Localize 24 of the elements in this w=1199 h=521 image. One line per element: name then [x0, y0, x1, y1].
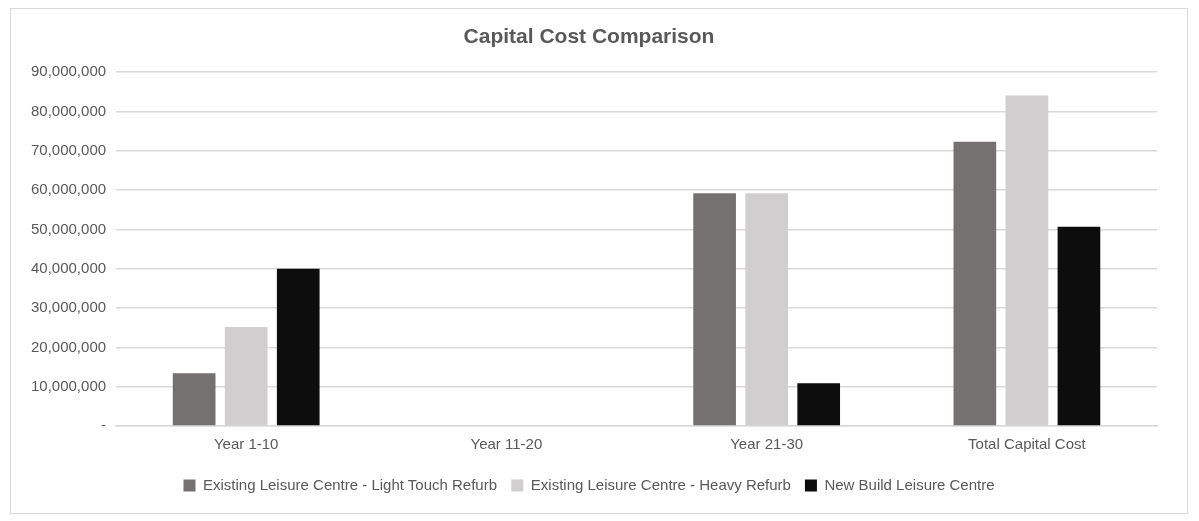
bar [797, 383, 841, 426]
y-tick-label: 70,000,000 [31, 140, 107, 158]
x-tick-label: Total Capital Cost [968, 435, 1087, 453]
y-tick-label: 90,000,000 [31, 62, 107, 80]
y-tick-label: 60,000,000 [31, 180, 107, 198]
y-tick-label: 80,000,000 [31, 101, 107, 119]
y-tick-label: 40,000,000 [31, 258, 107, 276]
x-tick-label: Year 21-30 [730, 435, 804, 453]
y-tick-label: 20,000,000 [31, 337, 107, 355]
bar [693, 193, 736, 426]
x-tick-label: Year 1-10 [213, 435, 279, 453]
legend-label: Existing Leisure Centre - Light Touch Refurb [202, 475, 498, 493]
y-tick-label: 10,000,000 [31, 376, 107, 394]
bar [953, 141, 997, 426]
y-tick-label: 50,000,000 [31, 219, 107, 237]
legend-label: New Build Leisure Centre [824, 475, 995, 493]
bar [172, 373, 216, 426]
legend-label: Existing Leisure Centre - Heavy Refurb [530, 475, 791, 493]
chart-title: Capital Cost Comparison [463, 24, 715, 48]
bar [276, 268, 320, 426]
bar [1057, 226, 1101, 426]
y-tick-label: - [101, 416, 107, 434]
x-tick-label: Year 11-20 [470, 435, 543, 453]
y-tick-label: 30,000,000 [31, 298, 107, 316]
